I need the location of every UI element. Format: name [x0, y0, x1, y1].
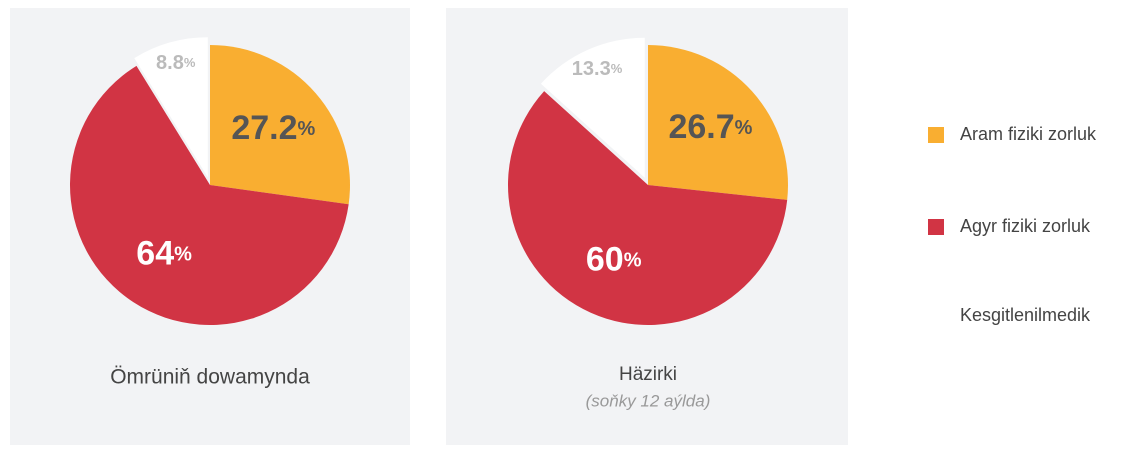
legend-swatch: [928, 127, 944, 143]
legend-swatch: [928, 219, 944, 235]
legend-label: Kesgitlenilmedik: [960, 305, 1091, 325]
pie-slice: [134, 37, 208, 178]
data-label: 26.7%: [668, 108, 752, 146]
pie-slice: [210, 45, 350, 205]
chart-subtitle: (soňky 12 aýlda): [586, 391, 711, 410]
legend-label: Aram fiziki zorluk: [960, 124, 1097, 144]
pie-slice: [70, 65, 349, 325]
data-label: 27.2%: [231, 109, 315, 147]
legend-swatch: [928, 308, 944, 324]
data-label: 64%: [136, 234, 192, 272]
chart-title: Ömrüniň dowamynda: [110, 366, 310, 389]
pie-slice: [507, 91, 788, 326]
chart-title: Häzirki: [619, 364, 677, 385]
pie-slice: [540, 37, 645, 178]
data-label: 60%: [586, 241, 642, 279]
data-label: 8.8%: [156, 52, 196, 74]
pie-slice: [648, 45, 788, 200]
legend-label: Agyr fiziki zorluk: [960, 216, 1091, 236]
data-label: 13.3%: [572, 58, 623, 80]
